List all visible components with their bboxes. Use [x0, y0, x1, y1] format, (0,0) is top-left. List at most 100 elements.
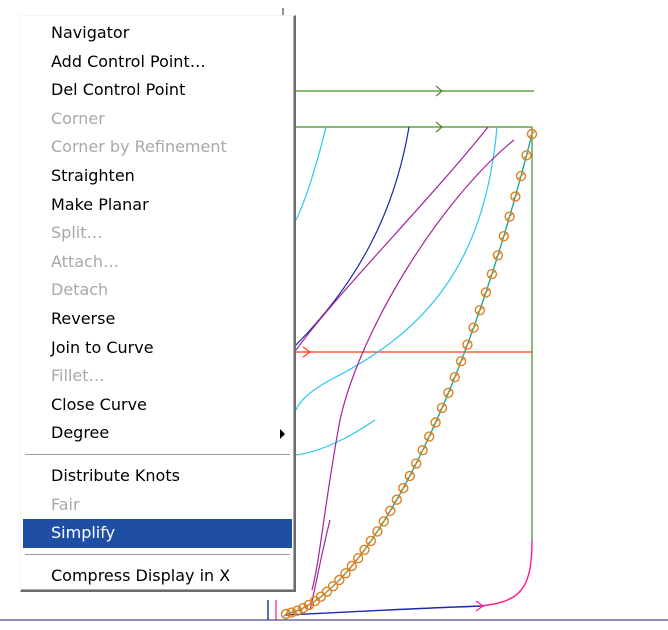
control-point[interactable]	[498, 230, 509, 242]
menu-item-compress-display-in-x[interactable]: Compress Display in X	[21, 562, 294, 591]
control-point[interactable]	[430, 417, 441, 428]
control-point-tick[interactable]	[500, 232, 508, 240]
control-point[interactable]	[521, 150, 532, 161]
control-point-tick[interactable]	[374, 528, 381, 535]
menu-item-reverse[interactable]: Reverse	[21, 305, 294, 334]
control-point[interactable]	[359, 544, 370, 555]
blue-curve[interactable]	[295, 126, 410, 346]
control-point-tick[interactable]	[523, 151, 530, 159]
cyan-curve[interactable]	[295, 419, 376, 456]
control-point[interactable]	[504, 211, 515, 222]
control-point-tick[interactable]	[528, 130, 536, 138]
control-point-tick[interactable]	[506, 213, 513, 220]
control-point[interactable]	[486, 268, 498, 280]
control-point-tick[interactable]	[386, 507, 394, 515]
control-point[interactable]	[515, 170, 527, 182]
control-point-tick[interactable]	[399, 484, 407, 492]
control-point[interactable]	[404, 470, 415, 482]
control-point[interactable]	[297, 602, 309, 614]
control-point-tick[interactable]	[425, 433, 433, 440]
control-point[interactable]	[480, 287, 492, 298]
control-point-tick[interactable]	[438, 404, 446, 412]
control-point[interactable]	[510, 191, 521, 202]
menu-item-straighten[interactable]: Straighten	[21, 162, 294, 191]
direction-arrow-icon[interactable]	[435, 121, 443, 133]
control-point[interactable]	[398, 482, 409, 494]
blue-curve-bottom[interactable]	[284, 605, 485, 616]
control-point-tick[interactable]	[488, 270, 496, 278]
control-point-tick[interactable]	[348, 562, 356, 570]
control-point[interactable]	[292, 605, 303, 616]
menu-item-add-control-point[interactable]: Add Control Point…	[21, 48, 294, 77]
menu-item-close-curve[interactable]: Close Curve	[21, 391, 294, 420]
purple-curve[interactable]	[311, 139, 515, 591]
control-point-tick[interactable]	[335, 576, 343, 584]
control-point[interactable]	[327, 581, 339, 592]
control-point-tick[interactable]	[470, 324, 477, 332]
control-point-tick[interactable]	[406, 472, 414, 480]
control-point[interactable]	[449, 372, 460, 383]
control-point[interactable]	[436, 402, 448, 414]
menu-item-join-to-curve[interactable]: Join to Curve	[21, 334, 294, 363]
control-point-tick[interactable]	[367, 537, 375, 545]
cyan-curve[interactable]	[295, 126, 327, 221]
control-point-tick[interactable]	[282, 610, 290, 618]
control-point-tick[interactable]	[323, 588, 331, 596]
control-point-tick[interactable]	[494, 251, 502, 259]
control-point-tick[interactable]	[354, 554, 362, 562]
control-point-tick[interactable]	[342, 569, 349, 577]
purple-curve[interactable]	[295, 126, 489, 351]
control-point[interactable]	[424, 431, 435, 442]
control-point[interactable]	[372, 526, 383, 537]
control-point-tick[interactable]	[412, 460, 420, 467]
control-point-tick[interactable]	[419, 446, 427, 454]
control-point-layer[interactable]	[280, 128, 538, 620]
control-point[interactable]	[353, 553, 364, 564]
control-point-tick[interactable]	[432, 419, 439, 426]
direction-arrow-icon[interactable]	[435, 85, 443, 97]
selected-curve[interactable]	[285, 133, 533, 615]
control-point-tick[interactable]	[445, 389, 452, 397]
control-point[interactable]	[455, 356, 467, 367]
control-point[interactable]	[411, 458, 422, 469]
control-point[interactable]	[315, 591, 327, 602]
control-point-tick[interactable]	[457, 357, 465, 365]
control-point-tick[interactable]	[482, 289, 490, 296]
control-point-tick[interactable]	[329, 582, 337, 590]
menu-item-degree[interactable]: Degree	[21, 419, 294, 448]
cyan-curve[interactable]	[295, 126, 498, 411]
control-point[interactable]	[468, 322, 479, 333]
control-point-tick[interactable]	[380, 518, 388, 525]
control-point[interactable]	[462, 339, 473, 350]
control-point-tick[interactable]	[288, 609, 295, 616]
menu-item-navigator[interactable]: Navigator	[21, 19, 294, 48]
control-point[interactable]	[417, 445, 428, 456]
control-point-tick[interactable]	[361, 546, 368, 554]
pink-curve[interactable]	[479, 539, 533, 607]
menu-item-distribute-knots[interactable]: Distribute Knots	[21, 462, 294, 491]
control-point[interactable]	[526, 128, 538, 140]
control-point-tick[interactable]	[451, 373, 459, 381]
control-point[interactable]	[321, 586, 333, 597]
control-point[interactable]	[443, 387, 454, 398]
control-point[interactable]	[378, 516, 389, 527]
control-point[interactable]	[474, 305, 485, 316]
control-point-tick[interactable]	[464, 341, 471, 349]
control-point[interactable]	[334, 574, 345, 586]
control-point-tick[interactable]	[476, 306, 484, 314]
menu-item-del-control-point[interactable]: Del Control Point	[21, 76, 294, 105]
control-point-tick[interactable]	[517, 172, 525, 180]
control-point-tick[interactable]	[393, 496, 401, 504]
control-point[interactable]	[385, 505, 396, 516]
control-point[interactable]	[391, 494, 402, 505]
menu-item-make-planar[interactable]: Make Planar	[21, 191, 294, 220]
direction-arrow-icon[interactable]	[302, 346, 312, 358]
direction-arrow-icon[interactable]	[475, 600, 485, 612]
menu-item-simplify[interactable]: Simplify	[23, 519, 292, 548]
control-point-tick[interactable]	[512, 193, 519, 200]
control-point[interactable]	[340, 568, 351, 579]
control-point[interactable]	[346, 560, 357, 572]
control-point[interactable]	[365, 535, 377, 547]
control-point[interactable]	[492, 250, 504, 261]
